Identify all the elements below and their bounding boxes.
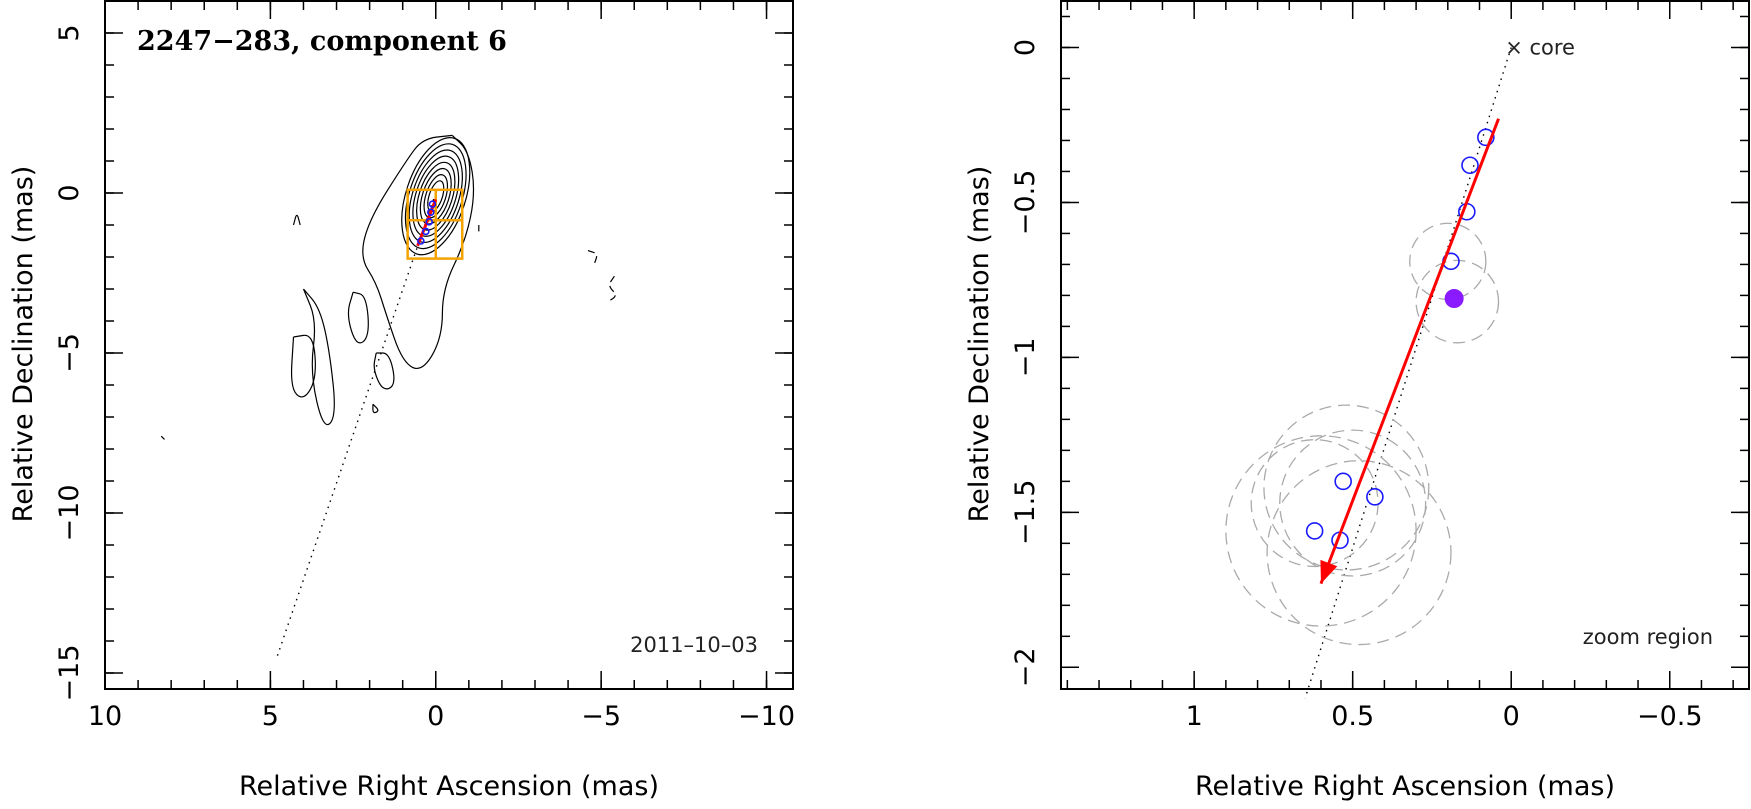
x-tick-label: 0 [1503,701,1520,732]
x-tick-label: 0.5 [1331,701,1374,732]
x-tick-label: 0 [427,701,444,732]
negative-contour [607,275,616,303]
contour-island [373,352,395,390]
position-point [1305,522,1324,540]
fit-component-circle [1266,460,1452,646]
position-point-small [428,200,437,208]
left-plot-frame [104,0,794,690]
motion-arrow-head [1320,559,1338,584]
position-point [1477,128,1495,147]
left-panel: 10 5 0 −5 −10 5 0 −5 −10 −15 2247−283, component… [8,0,795,802]
core-label: × core [1505,35,1575,59]
y-tick-label: −1 [1010,337,1041,377]
fit-component-circle [1263,404,1430,571]
zoom-region-label: zoom region [1583,625,1713,649]
negative-contour [587,250,598,264]
left-date-annotation: 2011–10–03 [630,633,758,657]
position-point-small [425,218,433,226]
right-x-tick-labels: 1 0.5 0 −0.5 [1186,701,1703,732]
highlighted-point [1444,289,1464,309]
right-panel: 1 0.5 0 −0.5 0 −0.5 −1 −1.5 −2 × core zoom regi… [964,0,1750,802]
x-tick-label: −0.5 [1637,701,1703,732]
contour-island [372,403,379,414]
left-y-axis-label: Relative Declination (mas) [8,166,39,523]
contour-ring [401,137,471,256]
y-tick-label: −2 [1010,647,1041,687]
fit-component-circle [1250,438,1379,568]
fit-component-circle [1279,429,1427,577]
negative-contour [160,435,165,440]
right-x-axis-label: Relative Right Ascension (mas) [1195,771,1615,802]
y-tick-label: −0.5 [1010,170,1041,236]
x-tick-label: −10 [738,701,795,732]
contour-island [347,291,369,344]
contour-island [292,214,301,226]
right-plot-frame [1060,0,1750,690]
left-x-axis-label: Relative Right Ascension (mas) [239,771,659,802]
left-x-tick-labels: 10 5 0 −5 −10 [88,701,795,732]
right-y-axis-label: Relative Declination (mas) [964,166,995,523]
fit-component-circle [1225,435,1417,627]
position-point-small [422,227,430,236]
motion-arrow [1319,118,1500,585]
position-point-small [427,208,435,216]
x-tick-label: 5 [262,701,279,732]
y-tick-label: 5 [54,24,85,41]
contour-island [290,334,316,398]
left-ticks [104,0,793,689]
position-point-small [417,237,425,245]
contour-ring [404,143,467,250]
right-ticks [1061,1,1749,689]
y-tick-label: 0 [54,184,85,201]
x-tick-label: 1 [1186,701,1203,732]
y-tick-label: −10 [54,485,85,542]
y-tick-label: −5 [54,333,85,373]
left-chart-title: 2247−283, component 6 [137,26,507,57]
x-tick-label: 10 [88,701,122,732]
y-tick-label: −1.5 [1010,480,1041,546]
left-plot-area [160,134,616,658]
y-tick-label: −15 [54,645,85,702]
jet-axis-line [276,192,437,658]
position-point [1366,488,1384,506]
contour-island [302,288,335,426]
right-plot-area [1225,47,1512,699]
x-tick-label: −5 [581,701,621,732]
right-y-tick-labels: 0 −0.5 −1 −1.5 −2 [1010,39,1041,687]
y-tick-label: 0 [1010,39,1041,56]
left-y-tick-labels: 5 0 −5 −10 −15 [54,24,85,701]
position-point [1461,156,1479,175]
fit-component-circle [1409,222,1487,301]
jet-axis-line [1304,47,1512,699]
fit-component-circle [1415,259,1500,344]
contour-extended [362,134,475,369]
position-point [1334,472,1352,491]
